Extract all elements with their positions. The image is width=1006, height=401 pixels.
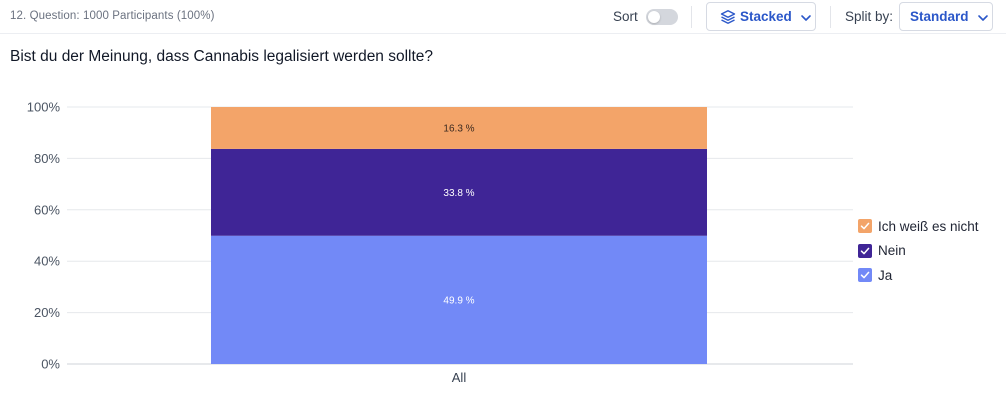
y-tick-label: 40% (34, 254, 60, 269)
y-tick-label: 100% (27, 100, 61, 115)
chart-type-value: Stacked (740, 9, 792, 24)
legend-item[interactable]: Ja (858, 263, 979, 288)
sort-toggle[interactable] (646, 9, 678, 25)
data-label: 33.8 % (443, 188, 474, 199)
layers-icon (720, 9, 736, 25)
split-by-value: Standard (910, 9, 969, 24)
legend-item[interactable]: Nein (858, 239, 979, 264)
y-tick-label: 20% (34, 305, 60, 320)
split-by-label: Split by: (845, 9, 894, 24)
x-tick-label: All (452, 370, 467, 385)
legend-label: Nein (878, 243, 906, 259)
chevron-down-icon (977, 11, 989, 23)
chart-type-dropdown[interactable]: Stacked (706, 2, 816, 31)
sort-label: Sort (613, 9, 638, 24)
chevron-down-icon (800, 11, 812, 23)
bar-segment-ich-wei-es-nicht (211, 107, 707, 149)
checkbox-icon[interactable] (858, 268, 872, 283)
divider (691, 6, 692, 28)
data-label: 16.3 % (443, 123, 474, 134)
legend-item[interactable]: Ich weiß es nicht (858, 214, 979, 239)
chart-legend: Ich weiß es nicht Nein Ja (858, 214, 979, 288)
y-tick-label: 80% (34, 151, 60, 166)
sort-toggle-knob (648, 11, 660, 23)
y-tick-label: 0% (41, 357, 60, 372)
y-tick-label: 60% (34, 202, 60, 217)
split-by-dropdown[interactable]: Standard (899, 2, 993, 31)
checkbox-icon[interactable] (858, 219, 872, 234)
toolbar: 12. Question: 1000 Participants (100%) S… (0, 0, 1006, 34)
bar-segment-ja (211, 235, 707, 364)
bar-segment-nein (211, 148, 707, 236)
checkbox-icon[interactable] (858, 243, 872, 258)
question-meta: 12. Question: 1000 Participants (100%) (10, 10, 215, 22)
legend-label: Ja (878, 267, 893, 283)
legend-label: Ich weiß es nicht (878, 218, 979, 234)
question-title: Bist du der Meinung, dass Cannabis legal… (10, 48, 434, 65)
divider (830, 6, 831, 28)
data-label: 49.9 % (443, 295, 474, 306)
